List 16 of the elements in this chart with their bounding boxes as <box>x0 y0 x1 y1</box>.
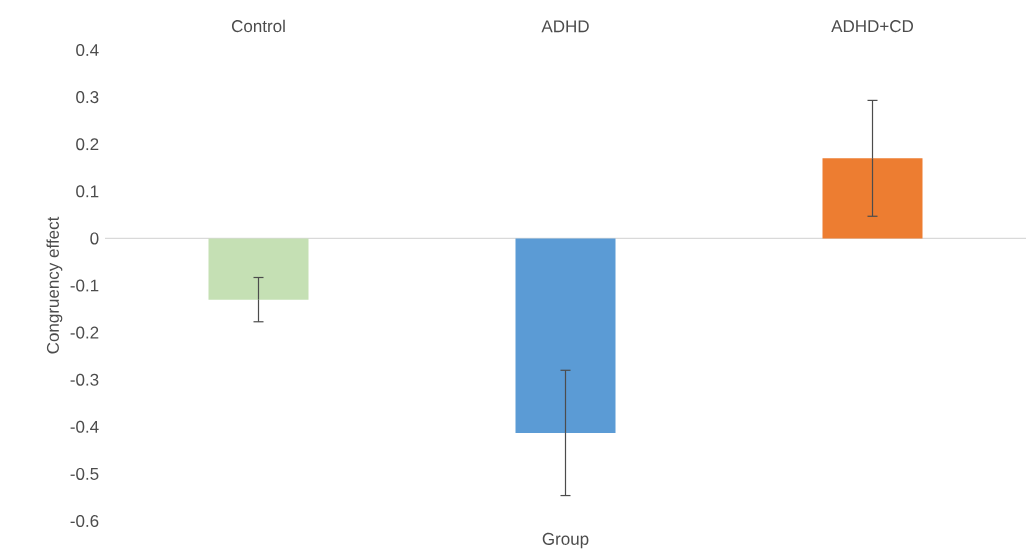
y-tick-label: -0.5 <box>70 467 99 480</box>
y-tick-label: -0.2 <box>70 326 99 339</box>
x-tick-label: ADHD <box>541 20 589 33</box>
x-axis-title: Group <box>542 532 589 549</box>
y-tick-label: 0.2 <box>76 138 99 151</box>
y-tick-label: -0.1 <box>70 279 99 292</box>
y-tick-label: -0.6 <box>70 514 99 528</box>
x-tick-label: Control <box>231 19 285 33</box>
y-tick-label: 0 <box>90 232 99 245</box>
y-tick-label: -0.3 <box>70 373 99 386</box>
y-tick-label: 0.1 <box>76 185 99 198</box>
y-tick-label: -0.4 <box>70 420 99 433</box>
y-axis-title: Congruency effect <box>46 216 63 354</box>
x-tick-label: ADHD+CD <box>831 20 914 33</box>
y-tick-label: 0.3 <box>76 91 99 104</box>
y-tick-label: 0.4 <box>76 43 99 57</box>
